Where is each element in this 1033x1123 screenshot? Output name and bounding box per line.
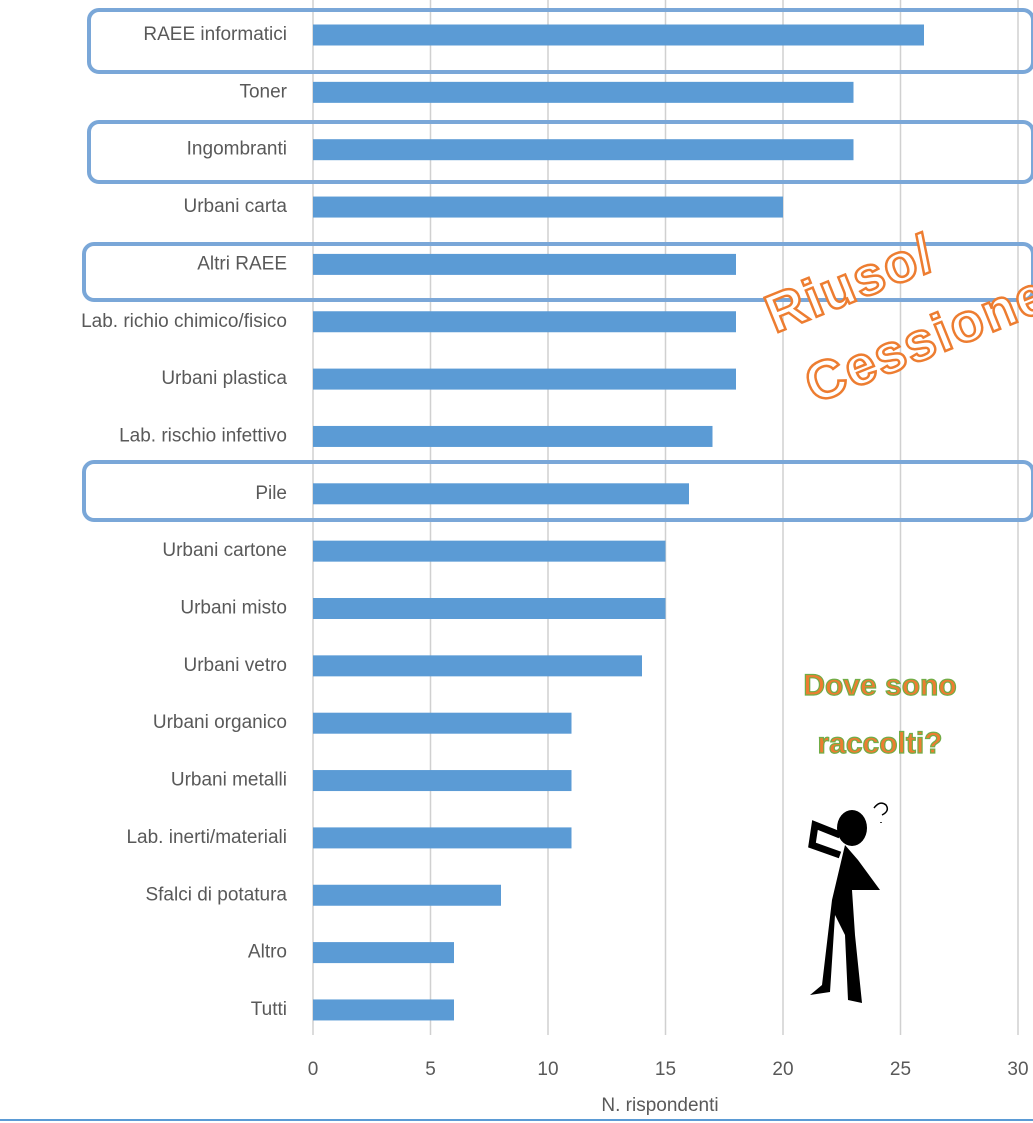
y-tick-label: Urbani vetro xyxy=(184,655,288,676)
x-tick-label: 25 xyxy=(890,1059,911,1080)
bar xyxy=(313,196,783,218)
bar xyxy=(313,24,924,46)
y-tick-label: Tutti xyxy=(251,999,287,1020)
bar xyxy=(313,770,572,792)
bar xyxy=(313,655,642,677)
y-tick-label: Urbani carta xyxy=(184,196,288,217)
x-tick-label: 30 xyxy=(1007,1059,1028,1080)
bar xyxy=(313,483,689,505)
bar xyxy=(313,253,736,275)
x-axis-label: N. rispondenti xyxy=(601,1095,718,1116)
y-tick-label: Altri RAEE xyxy=(197,253,287,274)
x-tick-label: 5 xyxy=(425,1059,436,1080)
bar xyxy=(313,540,666,562)
bar xyxy=(313,598,666,619)
bar xyxy=(313,311,736,333)
y-tick-label: Urbani cartone xyxy=(162,540,287,561)
y-tick-label: Lab. inerti/materiali xyxy=(126,827,287,848)
y-tick-label: Ingombranti xyxy=(187,139,287,160)
x-tick-label: 0 xyxy=(308,1059,319,1080)
bar xyxy=(313,139,854,161)
highlight-box xyxy=(87,8,1033,74)
bar xyxy=(313,999,454,1021)
y-tick-label: Sfalci di potatura xyxy=(145,884,287,905)
y-tick-label: Urbani plastica xyxy=(161,368,287,389)
bar xyxy=(313,425,713,447)
x-tick-label: 15 xyxy=(655,1059,676,1080)
annotation: raccolti? xyxy=(817,727,942,760)
highlight-box xyxy=(87,120,1033,184)
bar xyxy=(313,368,736,390)
y-tick-label: Urbani misto xyxy=(180,598,287,619)
y-tick-label: Urbani metalli xyxy=(171,770,287,791)
y-tick-label: Toner xyxy=(239,81,287,102)
thinking-figure xyxy=(808,802,889,1003)
x-tick-label: 20 xyxy=(772,1059,793,1080)
y-tick-label: Urbani organico xyxy=(153,712,287,733)
bar xyxy=(313,942,454,964)
bar xyxy=(313,712,572,734)
highlight-box xyxy=(82,242,1033,302)
y-tick-label: RAEE informatici xyxy=(143,24,287,45)
bar xyxy=(313,884,501,906)
y-tick-label: Lab. rischio infettivo xyxy=(119,425,287,446)
x-tick-label: 10 xyxy=(537,1059,558,1080)
bar xyxy=(313,81,854,103)
y-tick-label: Pile xyxy=(255,483,287,504)
highlight-box xyxy=(82,460,1033,522)
y-tick-label: Altro xyxy=(248,942,287,963)
annotation: Dove sono xyxy=(803,669,956,702)
bar xyxy=(313,827,572,849)
y-tick-label: Lab. richio chimico/fisico xyxy=(81,311,287,332)
